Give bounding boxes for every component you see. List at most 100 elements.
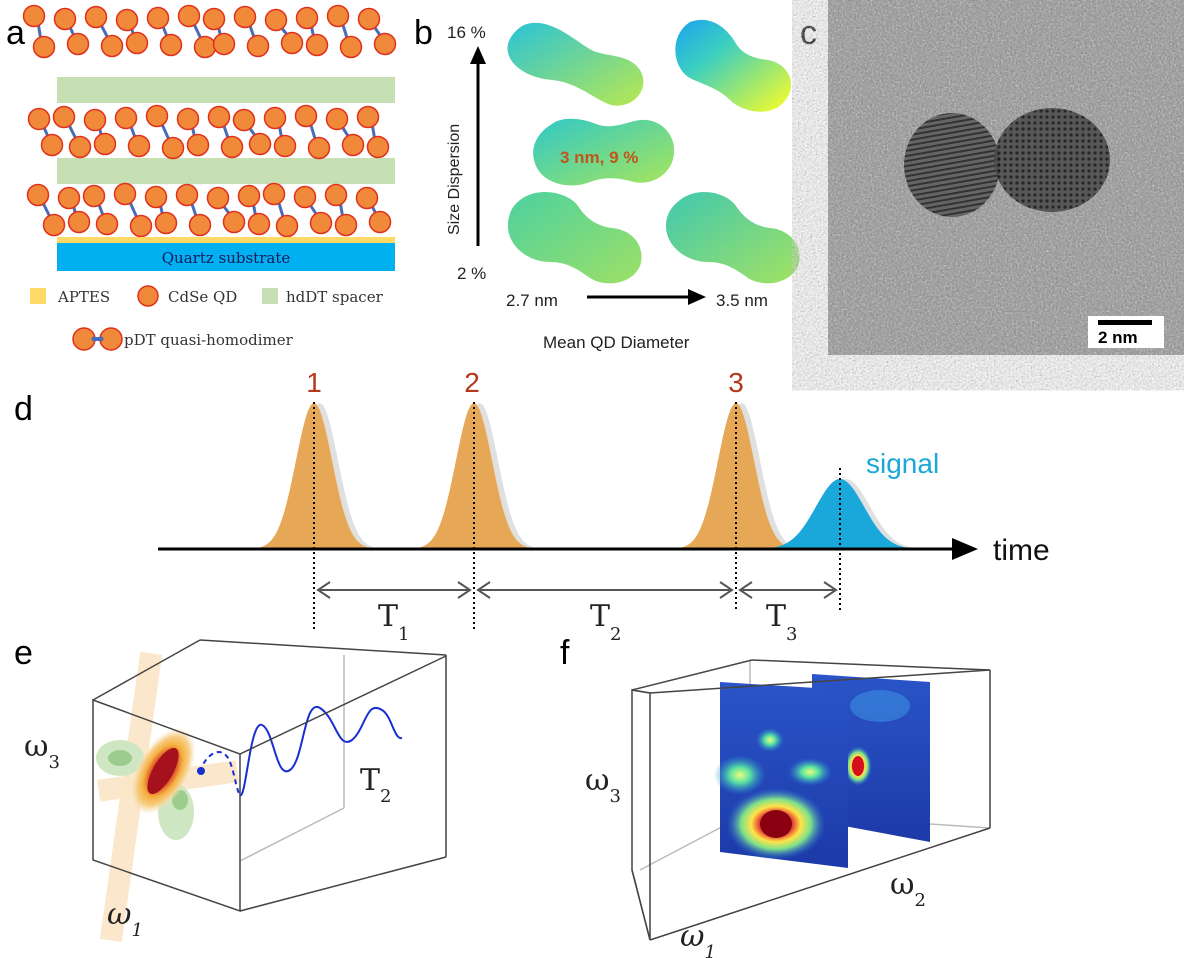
qd-legend-icon [137,285,159,307]
axis-w3-f: ω3 [585,763,621,807]
time-axis-arrowhead [952,538,978,560]
qd-legend-label: CdSe QD [168,288,237,306]
panel-d: d time signal 1 2 3 T1 T2 T3 [14,367,1050,645]
dimer-shape-bottom-left [508,192,642,284]
quantum-dot [66,32,90,56]
interval-t3: T3 [766,599,797,645]
qd-layers [22,4,397,238]
quantum-dot [305,33,329,57]
quantum-dot [95,212,119,236]
quantum-dot [356,105,380,129]
signal-label: signal [866,448,939,479]
quantum-dot [83,108,107,132]
quantum-dot [247,212,271,236]
quantum-dot [309,211,333,235]
quantum-dot [325,107,349,131]
pulse-1 [260,403,368,549]
quantum-dot [113,182,137,206]
panel-c: c 2 nm [800,0,1184,355]
trace-start-point [197,767,205,775]
quantum-dot [366,135,390,159]
panel-a: a Quartz substrate APTES CdSe QD hdDT sp… [6,4,397,351]
panel-label-b: b [414,14,433,52]
quantum-dot [52,105,76,129]
quantum-dot [161,136,185,160]
oscillation-trace [239,706,403,797]
quantum-dot [22,4,46,28]
quartz-substrate [57,243,395,271]
quantum-dot [32,35,56,59]
quantum-dot [206,186,230,210]
quantum-dot [237,184,261,208]
quantum-dot [27,107,51,131]
quantum-dot [246,34,270,58]
quantum-dot [193,35,217,59]
panel-f: f ω3 [560,634,991,958]
quantum-dot [114,106,138,130]
panel-label-d: d [14,390,33,428]
quantum-dot [68,135,92,159]
substrate-label: Quartz substrate [162,249,291,267]
center-label: 3 nm, 9 % [560,148,638,167]
quantum-dot [334,213,358,237]
quantum-dot [307,136,331,160]
dimer-shape-top-left [507,22,644,106]
quantum-dot [127,134,151,158]
y-axis-arrowhead [470,46,486,64]
quantum-dot [129,214,153,238]
spacer-layer-bottom [57,158,395,184]
tem-particle-right [994,108,1110,212]
quantum-dot [248,132,272,156]
panel-b: b 16 % Size Dispersion 2 % 2.7 nm 3.5 nm… [414,14,800,352]
quantum-dot [186,133,210,157]
quantum-dot [146,6,170,30]
quantum-dot [115,8,139,32]
quantum-dot [67,210,91,234]
quantum-dot [177,4,201,28]
dimer-shape-center [533,118,675,186]
slice-front [714,682,848,868]
quantum-dot [232,108,256,132]
quantum-dot [175,183,199,207]
panel-label-e: e [14,634,33,672]
pulse-label-3: 3 [728,367,744,398]
dimer-legend-label: pDT quasi-homodimer [124,331,294,349]
pulse-train [260,403,918,549]
panel-e: e ω3 ω1 T2 [14,634,447,943]
dimer-shape-top-right [675,19,791,112]
panel-label-c: c [800,14,817,52]
pulse-label-2: 2 [464,367,480,398]
quantum-dot [326,4,350,28]
pulse-2 [420,403,528,549]
quantum-dot [220,135,244,159]
quantum-dot [145,104,169,128]
x-axis-label: Mean QD Diameter [543,333,690,352]
time-label: time [993,534,1050,567]
axis-w1-f: ω1 [680,919,716,958]
box-far-edges [239,655,345,862]
axis-w3-e: ω3 [24,729,60,773]
quantum-dot [341,133,365,157]
tem-particle-left [904,113,1000,217]
quantum-dot [275,214,299,238]
oscillation-trace-dashed [199,751,241,796]
y-bottom-label: 2 % [457,264,486,283]
quantum-dot [293,185,317,209]
aptes-legend-label: APTES [57,288,110,306]
quantum-dot [222,210,246,234]
axis-t2-e: T2 [360,763,391,807]
quantum-dot [26,183,50,207]
quantum-dot [368,210,392,234]
quantum-dot [144,185,168,209]
axis-w2-f: ω2 [890,867,926,911]
quantum-dot [84,5,108,29]
quantum-dot [280,31,304,55]
quantum-dot [154,211,178,235]
quantum-dot [263,106,287,130]
y-axis-label: Size Dispersion [446,124,463,235]
x-axis-arrowhead [688,289,706,305]
scale-bar [1098,320,1152,325]
y-top-label: 16 % [447,23,486,42]
quantum-dot [100,34,124,58]
